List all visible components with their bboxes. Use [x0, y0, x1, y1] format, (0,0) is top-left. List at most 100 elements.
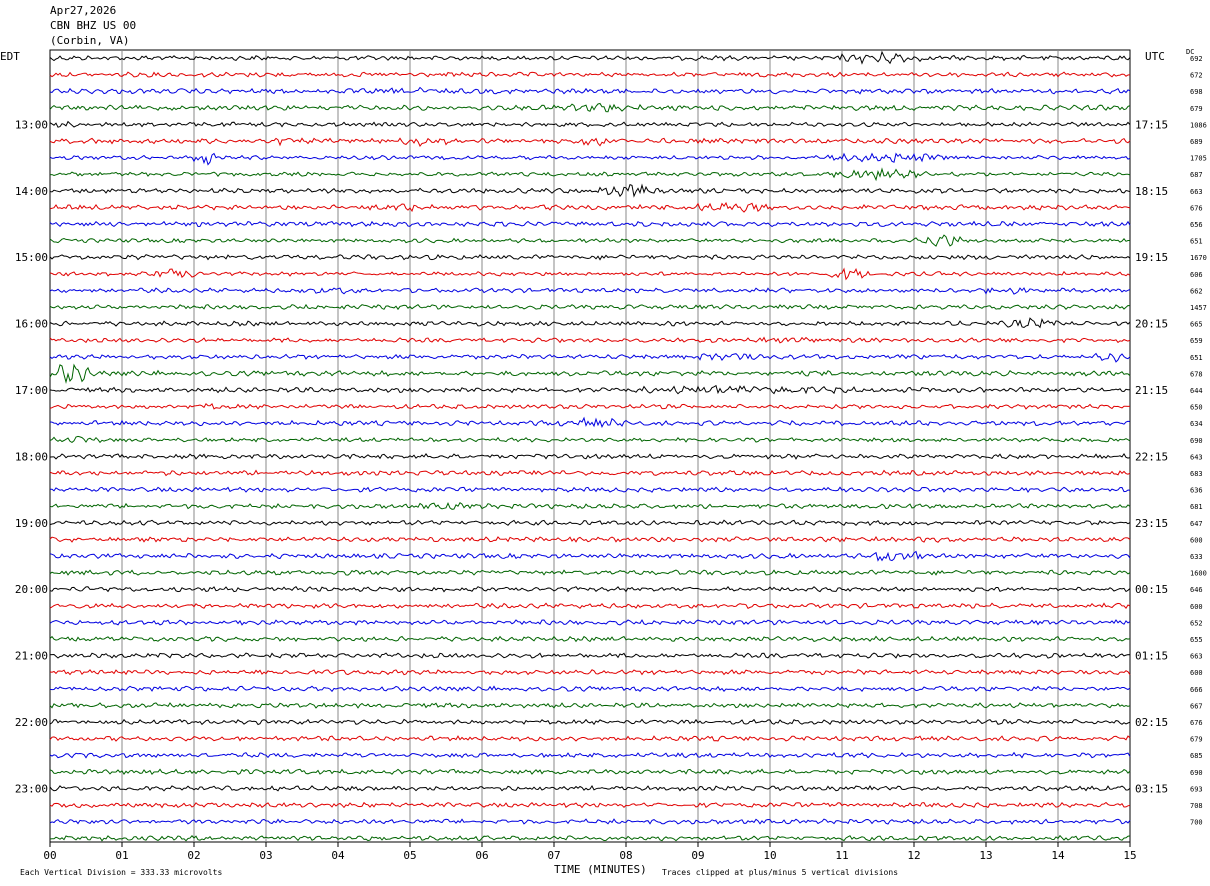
right-time-label: 00:15 — [1135, 583, 1168, 596]
dc-offset-label: 689 — [1190, 138, 1203, 146]
dc-offset-label: 1086 — [1190, 121, 1207, 129]
seismic-trace — [49, 602, 1131, 610]
dc-offset-label: 685 — [1190, 752, 1203, 760]
right-time-label: 18:15 — [1135, 185, 1168, 198]
dc-offset-label: 652 — [1190, 619, 1203, 627]
x-tick-label: 04 — [331, 849, 345, 862]
x-tick-label: 06 — [475, 849, 488, 862]
seismic-trace — [49, 220, 1131, 228]
dc-offset-label: 655 — [1190, 636, 1203, 644]
seismic-trace — [49, 469, 1131, 477]
dc-offset-label: 646 — [1190, 586, 1203, 594]
dc-offset-label: 692 — [1190, 55, 1203, 63]
dc-offset-label: 663 — [1190, 653, 1203, 661]
dc-offset-label: 667 — [1190, 702, 1203, 710]
chart-location: (Corbin, VA) — [50, 34, 130, 47]
left-time-label: 15:00 — [15, 251, 48, 264]
seismic-trace — [49, 685, 1131, 693]
right-time-label: 21:15 — [1135, 384, 1168, 397]
right-time-label: 17:15 — [1135, 118, 1168, 131]
x-tick-label: 13 — [979, 849, 992, 862]
right-time-label: 02:15 — [1135, 716, 1168, 729]
dc-offset-label: 690 — [1190, 437, 1203, 445]
seismic-trace — [49, 71, 1131, 78]
x-tick-label: 10 — [763, 849, 776, 862]
seismic-trace — [49, 384, 1131, 395]
chart-station: CBN BHZ US 00 — [50, 19, 137, 32]
right-timezone-label: UTC — [1145, 50, 1165, 63]
seismic-trace — [49, 536, 1131, 543]
x-tick-label: 09 — [691, 849, 704, 862]
seismic-trace — [49, 234, 1130, 247]
dc-offset-label: 676 — [1190, 719, 1203, 727]
seismic-trace — [49, 267, 1131, 281]
dc-offset-label: 666 — [1190, 686, 1203, 694]
dc-offset-label: 600 — [1190, 669, 1203, 677]
left-time-label: 14:00 — [15, 185, 48, 198]
dc-offset-label: 1705 — [1190, 155, 1207, 163]
dc-offset-label: 678 — [1190, 370, 1203, 378]
dc-offset-label: 693 — [1190, 785, 1203, 793]
dc-offset-label: 651 — [1190, 238, 1203, 246]
seismic-trace — [50, 486, 1131, 493]
seismic-trace — [49, 585, 1131, 593]
dc-offset-label: 663 — [1190, 188, 1203, 196]
seismic-trace — [49, 416, 1131, 428]
seismic-trace — [49, 102, 1131, 113]
dc-offset-label: 690 — [1190, 769, 1203, 777]
right-time-label: 23:15 — [1135, 517, 1168, 530]
seismic-trace — [49, 287, 1131, 295]
dc-offset-label: 662 — [1190, 287, 1203, 295]
seismic-trace — [49, 635, 1131, 643]
dc-offset-label: 643 — [1190, 453, 1203, 461]
dc-offset-label: 1670 — [1190, 254, 1207, 262]
seismic-trace — [49, 519, 1131, 527]
dc-offset-label: 708 — [1190, 802, 1203, 810]
seismic-trace — [49, 735, 1131, 742]
dc-offset-label: 1457 — [1190, 304, 1207, 312]
seismic-trace — [49, 167, 1131, 182]
scale-note: Each Vertical Division = 333.33 microvol… — [20, 868, 223, 877]
x-tick-label: 00 — [43, 849, 56, 862]
seismic-trace — [49, 818, 1131, 825]
dc-offset-label: 647 — [1190, 520, 1203, 528]
left-time-label: 20:00 — [15, 583, 48, 596]
seismic-trace — [49, 352, 1131, 363]
dc-offset-label: 634 — [1190, 420, 1203, 428]
seismic-trace — [49, 183, 1131, 198]
x-tick-label: 14 — [1051, 849, 1065, 862]
x-axis-title: TIME (MINUTES) — [554, 863, 647, 876]
x-tick-label: 05 — [403, 849, 416, 862]
seismic-trace — [49, 201, 1131, 213]
dc-offset-label: 672 — [1190, 72, 1203, 80]
seismic-trace — [49, 137, 1131, 147]
dc-offset-label: 656 — [1190, 221, 1203, 229]
x-tick-label: 11 — [835, 849, 848, 862]
seismic-trace — [49, 152, 1131, 166]
x-tick-label: 01 — [115, 849, 128, 862]
right-time-label: 01:15 — [1135, 650, 1168, 663]
dc-offset-label: 681 — [1190, 503, 1203, 511]
x-tick-label: 03 — [259, 849, 272, 862]
seismic-trace — [49, 550, 1131, 562]
seismic-trace — [49, 702, 1131, 709]
seismic-trace — [49, 768, 1131, 776]
x-tick-label: 15 — [1123, 849, 1136, 862]
seismic-trace — [49, 785, 1131, 792]
seismic-trace — [49, 834, 1131, 842]
left-time-label: 21:00 — [15, 650, 48, 663]
dc-offset-label: 700 — [1190, 819, 1203, 827]
seismic-trace — [49, 652, 1131, 659]
seismic-trace — [49, 718, 1131, 726]
left-timezone-label: EDT — [0, 50, 20, 63]
seismic-trace — [49, 336, 1131, 344]
left-time-label: 18:00 — [15, 450, 48, 463]
left-time-label: 19:00 — [15, 517, 48, 530]
dc-offset-label: 659 — [1190, 337, 1203, 345]
left-time-label: 16:00 — [15, 318, 48, 331]
seismic-trace — [49, 254, 1131, 261]
clip-note: Traces clipped at plus/minus 5 vertical … — [662, 868, 899, 877]
seismic-trace — [49, 86, 1131, 95]
dc-offset-header: DC — [1186, 48, 1195, 56]
x-tick-label: 07 — [547, 849, 560, 862]
